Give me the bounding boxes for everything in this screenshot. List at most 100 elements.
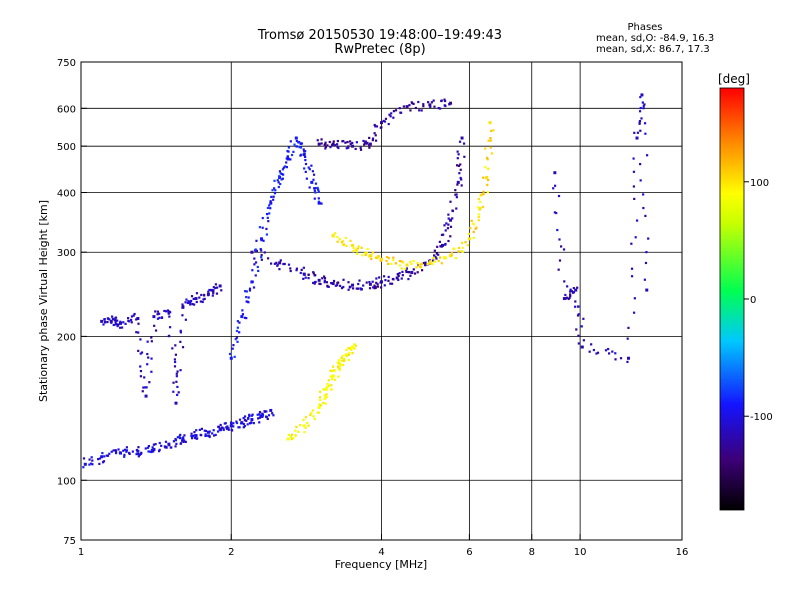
echo-point xyxy=(420,262,424,265)
echo-point xyxy=(292,150,295,153)
echo-point xyxy=(257,269,260,273)
echo-point xyxy=(230,424,233,427)
echo-point xyxy=(402,261,405,264)
echo-point xyxy=(632,157,635,160)
echo-point xyxy=(150,448,154,452)
echo-point xyxy=(103,455,106,458)
echo-point xyxy=(306,421,309,425)
echo-point xyxy=(222,428,225,432)
echo-point xyxy=(409,260,412,263)
echo-point xyxy=(357,287,360,290)
echo-point xyxy=(392,110,396,113)
echo-point xyxy=(454,189,457,192)
echo-point xyxy=(460,184,463,187)
echo-point xyxy=(208,435,211,439)
echo-point xyxy=(359,148,363,151)
echo-point xyxy=(256,265,259,269)
echo-point xyxy=(474,227,477,230)
echo-point xyxy=(331,374,334,377)
echo-point xyxy=(449,218,453,222)
echo-point xyxy=(336,235,339,239)
echo-point xyxy=(438,240,441,243)
x-axis-label: Frequency [MHz] xyxy=(335,558,427,571)
echo-point xyxy=(100,319,104,323)
echo-point xyxy=(388,113,391,116)
echo-point xyxy=(317,188,320,191)
echo-point xyxy=(349,239,352,242)
y-tick-label: 400 xyxy=(57,188,76,199)
echo-point xyxy=(554,184,557,187)
echo-point xyxy=(123,448,127,451)
echo-point xyxy=(261,226,264,229)
echo-point xyxy=(90,456,93,459)
echo-point xyxy=(265,227,268,231)
echo-point xyxy=(158,441,161,445)
echo-point xyxy=(268,204,271,207)
echo-point xyxy=(430,101,434,104)
echo-point xyxy=(384,279,387,282)
echo-point xyxy=(488,121,492,125)
echo-point xyxy=(458,172,461,175)
echo-point xyxy=(189,301,192,304)
echo-point xyxy=(135,318,138,321)
echo-point xyxy=(429,105,432,109)
echo-point xyxy=(117,448,120,451)
echo-point xyxy=(484,147,487,150)
echo-point xyxy=(235,336,238,339)
echo-point xyxy=(265,416,268,419)
echo-point xyxy=(467,232,470,236)
echo-point xyxy=(102,460,106,463)
echo-point xyxy=(152,447,156,451)
echo-point xyxy=(164,446,167,449)
echo-point xyxy=(255,249,259,253)
echo-point xyxy=(174,353,178,356)
echo-point xyxy=(329,369,332,372)
echo-point xyxy=(263,251,266,254)
echo-point xyxy=(344,236,348,240)
echo-point xyxy=(572,291,576,294)
echo-point xyxy=(347,288,350,291)
echo-point xyxy=(362,284,365,287)
y-tick-label: 75 xyxy=(63,536,76,547)
echo-point xyxy=(374,125,377,128)
echo-point xyxy=(614,352,617,355)
echo-point xyxy=(398,107,401,110)
echo-point xyxy=(418,264,421,267)
echo-point xyxy=(311,170,314,173)
echo-point xyxy=(240,315,244,319)
echo-point xyxy=(630,242,633,245)
echo-point xyxy=(435,257,438,260)
echo-point xyxy=(277,181,280,184)
echo-point xyxy=(374,134,377,137)
echo-point xyxy=(229,356,233,360)
echo-point xyxy=(366,247,369,251)
echo-point xyxy=(562,297,566,301)
echo-point xyxy=(130,321,133,324)
echo-point xyxy=(153,324,156,327)
echo-point xyxy=(286,437,290,441)
echo-point xyxy=(185,298,188,301)
echo-point xyxy=(181,437,185,441)
echo-point xyxy=(461,246,464,249)
echo-point xyxy=(408,104,411,107)
echo-point xyxy=(141,390,144,393)
echo-point xyxy=(254,248,257,251)
echo-point xyxy=(330,384,333,387)
echo-point xyxy=(351,144,355,148)
echo-point xyxy=(443,255,446,259)
echo-point xyxy=(292,437,295,440)
echo-point xyxy=(127,319,130,322)
echo-point xyxy=(147,444,151,448)
echo-point xyxy=(340,286,344,290)
echo-point xyxy=(639,129,642,132)
echo-point xyxy=(313,189,316,192)
echo-point xyxy=(179,437,182,440)
echo-point xyxy=(426,262,429,266)
echo-point xyxy=(184,301,187,304)
echo-point xyxy=(137,331,140,334)
echo-point xyxy=(289,435,293,438)
echo-point xyxy=(422,261,425,265)
echo-point xyxy=(125,450,128,453)
echo-point xyxy=(319,404,323,407)
echo-point xyxy=(290,437,294,441)
